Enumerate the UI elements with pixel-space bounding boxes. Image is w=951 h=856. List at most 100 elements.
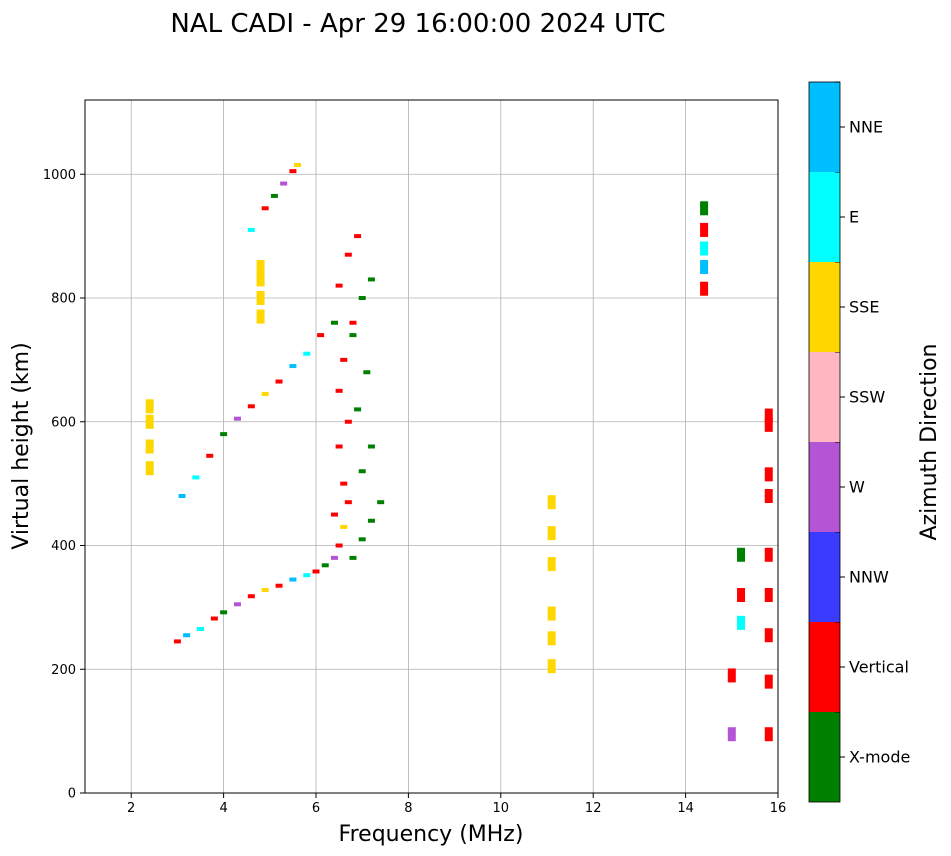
y-axis: 0 200 400 600 800 1000 (43, 168, 85, 802)
echo-point (256, 309, 265, 324)
echo-point (294, 162, 302, 167)
colorbar-label-nnw: NNW (849, 568, 889, 587)
echo-point (256, 272, 265, 287)
echo-point (303, 573, 311, 578)
echo-point (335, 543, 343, 548)
x-tick-label: 14 (677, 801, 694, 816)
echo-point (700, 260, 709, 275)
echo-point (727, 668, 736, 683)
echo-point (247, 594, 255, 599)
y-tick-label: 600 (51, 415, 76, 430)
echo-point (547, 631, 556, 646)
x-tick-label: 12 (585, 801, 602, 816)
echo-point (344, 252, 352, 257)
echo-point (247, 404, 255, 409)
echo-point (700, 201, 709, 216)
echo-point (764, 628, 773, 643)
y-tick-label: 400 (51, 539, 76, 554)
colorbar-swatch-nne (809, 82, 840, 172)
echo-point (275, 583, 283, 588)
x-tick-label: 8 (404, 801, 412, 816)
echo-point (145, 439, 154, 454)
echo-point (192, 475, 200, 480)
echo-point (547, 659, 556, 674)
echo-point (358, 537, 366, 542)
echo-point (261, 391, 269, 396)
colorbar-label-x-mode: X-mode (849, 748, 910, 767)
echo-point (197, 627, 204, 632)
y-tick-label: 0 (68, 787, 76, 802)
echo-point (764, 417, 773, 432)
echo-point (303, 351, 311, 356)
echo-point (367, 277, 375, 282)
echo-point (173, 639, 181, 644)
y-tick-label: 800 (51, 292, 76, 307)
echo-point (764, 467, 773, 482)
echo-point (547, 495, 556, 510)
echo-point (727, 727, 736, 742)
colorbar-frame (808, 81, 841, 803)
echo-point (145, 461, 154, 476)
colorbar-swatch-e (809, 172, 840, 262)
chart-title: NAL CADI - Apr 29 16:00:00 2024 UTC (170, 9, 665, 39)
y-tick-label: 200 (51, 663, 76, 678)
echo-point (349, 333, 357, 338)
echo-point (340, 481, 348, 486)
colorbar-label-nne: NNE (849, 118, 883, 137)
colorbar-label-ssw: SSW (849, 388, 885, 407)
echo-point (547, 526, 556, 541)
echo-point (737, 547, 746, 562)
echo-point (233, 416, 241, 421)
echo-point (335, 388, 343, 393)
echo-point (145, 399, 154, 414)
echo-point (358, 469, 366, 474)
echo-point (321, 563, 329, 568)
echo-point (340, 524, 348, 529)
echo-point (354, 234, 362, 239)
echo-point (764, 727, 773, 742)
echo-point (261, 206, 269, 211)
echo-point (764, 408, 773, 423)
echo-point (700, 241, 709, 256)
x-tick-label: 4 (219, 801, 227, 816)
x-tick-label: 2 (127, 801, 135, 816)
echo-point (275, 379, 283, 384)
echo-point (206, 453, 214, 458)
colorbar-label-w: W (849, 478, 865, 497)
echo-point (358, 296, 366, 300)
echo-point (737, 588, 746, 602)
colorbar: X-mode Vertical NNW W SSW SSE E NNE (808, 81, 910, 803)
echo-point (363, 370, 371, 375)
echo-point (354, 407, 362, 412)
echo-point (220, 610, 228, 615)
x-tick-label: 16 (770, 801, 787, 816)
colorbar-swatch-nnw (809, 532, 840, 622)
colorbar-swatch-x-mode (809, 712, 840, 802)
echo-point (367, 444, 375, 449)
echo-point (349, 320, 357, 325)
echo-point (344, 500, 352, 505)
echo-point (178, 494, 186, 498)
echo-point (377, 500, 385, 505)
echo-point (764, 489, 773, 503)
echo-point (289, 577, 297, 582)
colorbar-label: Azimuth Direction (917, 343, 942, 540)
echo-point (261, 588, 269, 593)
echo-point (289, 169, 297, 174)
echo-point (289, 364, 297, 369)
echo-point (256, 291, 265, 305)
colorbar-label-e: E (849, 208, 859, 227)
echo-point (335, 283, 343, 288)
echo-point (233, 602, 241, 607)
echo-point (330, 512, 338, 517)
x-axis-label: Frequency (MHz) (339, 822, 524, 847)
echo-point (764, 547, 773, 562)
echo-point (183, 633, 191, 638)
echo-point (547, 606, 556, 621)
echo-point (256, 260, 265, 275)
echo-point (349, 555, 357, 560)
x-axis: 2 4 6 8 10 12 14 16 (127, 793, 786, 816)
echo-point (700, 222, 709, 237)
y-axis-label: Virtual height (km) (9, 342, 34, 549)
